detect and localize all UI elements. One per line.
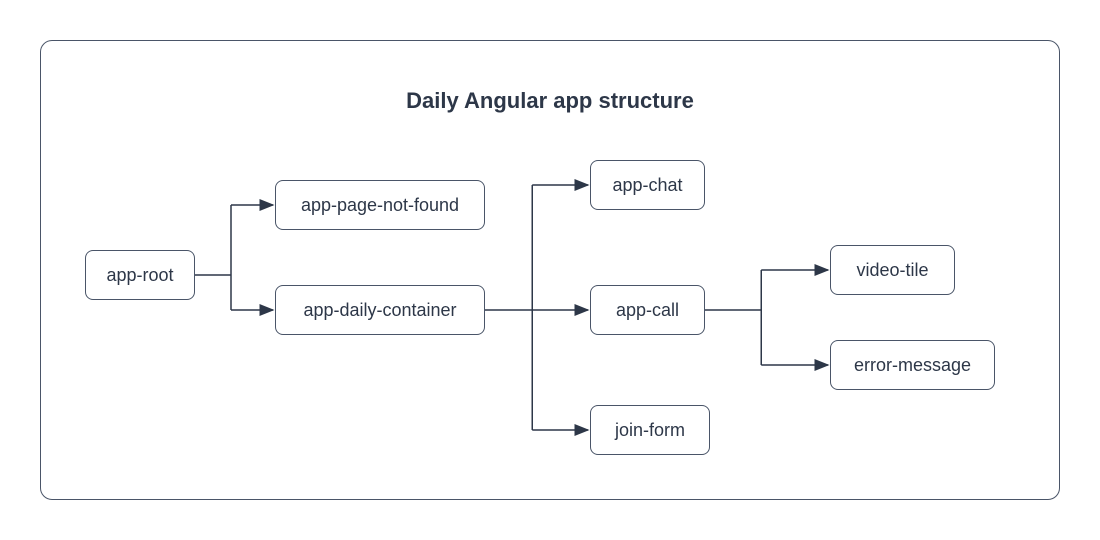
node-label: error-message — [854, 355, 971, 376]
node-error-message: error-message — [830, 340, 995, 390]
node-label: app-root — [106, 265, 173, 286]
node-app-page-not-found: app-page-not-found — [275, 180, 485, 230]
diagram-title: Daily Angular app structure — [0, 88, 1100, 114]
node-label: app-chat — [612, 175, 682, 196]
node-label: app-daily-container — [303, 300, 456, 321]
node-app-call: app-call — [590, 285, 705, 335]
node-app-chat: app-chat — [590, 160, 705, 210]
node-label: app-call — [616, 300, 679, 321]
node-app-daily-container: app-daily-container — [275, 285, 485, 335]
node-label: app-page-not-found — [301, 195, 459, 216]
node-video-tile: video-tile — [830, 245, 955, 295]
node-label: join-form — [615, 420, 685, 441]
node-join-form: join-form — [590, 405, 710, 455]
node-label: video-tile — [856, 260, 928, 281]
node-app-root: app-root — [85, 250, 195, 300]
